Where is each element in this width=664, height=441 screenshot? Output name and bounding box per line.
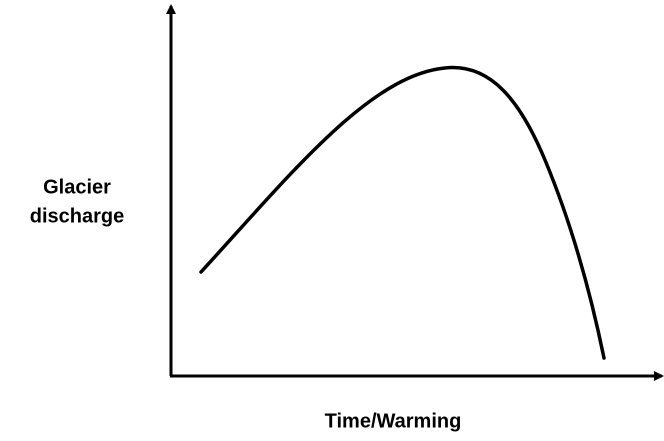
x-axis-label: Time/Warming: [325, 410, 462, 432]
discharge-curve: [199, 65, 606, 360]
y-axis-label: Glacier: [43, 176, 111, 198]
y-axis-label: discharge: [30, 205, 124, 227]
